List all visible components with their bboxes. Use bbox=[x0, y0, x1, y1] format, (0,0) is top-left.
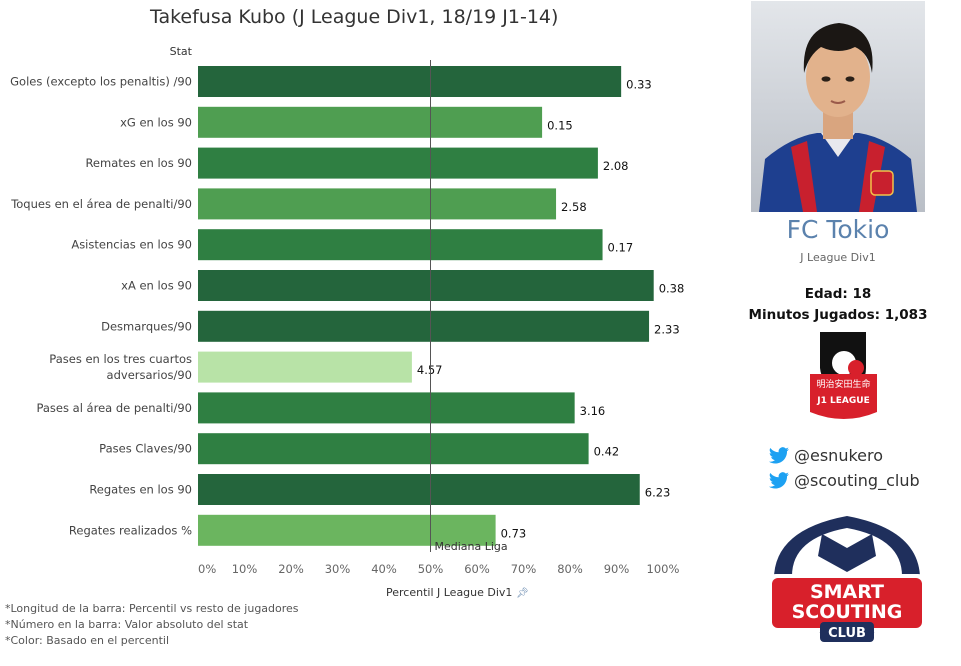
bar-7 bbox=[198, 351, 412, 383]
value-label-0: 0.33 bbox=[626, 78, 652, 92]
bar-0 bbox=[198, 66, 622, 97]
twitter-bird-icon bbox=[768, 471, 789, 489]
pin-icon[interactable]: 📌︎ bbox=[515, 588, 529, 599]
player-age: Edad: 18 bbox=[804, 286, 872, 302]
stat-column-header: Stat bbox=[169, 45, 192, 58]
value-label-1: 0.15 bbox=[547, 118, 573, 132]
twitter-handle-2[interactable]: @scouting_club bbox=[768, 471, 920, 490]
x-tick-1: 10% bbox=[232, 562, 258, 576]
bar-5 bbox=[198, 270, 654, 301]
bar-10 bbox=[198, 474, 640, 505]
footnote-bar-number: *Número en la barra: Valor absoluto del … bbox=[5, 618, 249, 631]
x-tick-0: 0% bbox=[198, 562, 216, 576]
category-label-8: Pases al área de penalti/90 bbox=[36, 401, 192, 415]
category-label-10: Regates en los 90 bbox=[89, 483, 192, 497]
bar-9 bbox=[198, 433, 589, 465]
value-label-4: 0.17 bbox=[608, 241, 634, 255]
jleague-logo: 明治安田生命 J1 LEAGUE bbox=[806, 330, 881, 425]
category-label-7-0: Pases en los tres cuartos bbox=[49, 352, 192, 366]
category-label-6: Desmarques/90 bbox=[101, 319, 192, 333]
x-axis-title-text: Percentil J League Div1 bbox=[386, 586, 513, 599]
twitter-handle-2-text: @scouting_club bbox=[794, 471, 920, 490]
value-label-8: 3.16 bbox=[580, 404, 606, 418]
jleague-logo-text: 明治安田生命 bbox=[816, 378, 870, 390]
x-tick-7: 70% bbox=[511, 562, 537, 576]
x-tick-3: 30% bbox=[325, 562, 351, 576]
value-label-5: 0.38 bbox=[659, 282, 685, 296]
value-label-10: 6.23 bbox=[645, 486, 671, 500]
footnotes: *Longitud de la barra: Percentil vs rest… bbox=[5, 601, 299, 649]
value-label-7: 4.57 bbox=[417, 363, 443, 377]
bar-8 bbox=[198, 392, 575, 424]
x-tick-4: 40% bbox=[371, 562, 397, 576]
category-label-7-1: adversarios/90 bbox=[107, 368, 192, 382]
category-label-9: Pases Claves/90 bbox=[99, 442, 192, 456]
x-tick-10: 100% bbox=[647, 562, 680, 576]
category-label-0: Goles (excepto los penaltis) /90 bbox=[10, 75, 192, 89]
category-label-5: xA en los 90 bbox=[121, 279, 192, 293]
bar-3 bbox=[198, 188, 557, 220]
bar-1 bbox=[198, 106, 543, 138]
chart-title: Takefusa Kubo (J League Div1, 18/19 J1-1… bbox=[150, 6, 559, 28]
category-label-11: Regates realizados % bbox=[69, 523, 192, 537]
value-label-2: 2.08 bbox=[603, 159, 629, 173]
value-label-9: 0.42 bbox=[594, 445, 620, 459]
category-label-1: xG en los 90 bbox=[120, 115, 192, 129]
brand-club: CLUB bbox=[828, 626, 866, 641]
twitter-handle-1[interactable]: @esnukero bbox=[768, 446, 883, 465]
x-tick-8: 80% bbox=[557, 562, 583, 576]
category-label-4: Asistencias en los 90 bbox=[71, 238, 192, 252]
twitter-handle-1-text: @esnukero bbox=[794, 446, 884, 465]
x-axis-title[interactable]: Percentil J League Div1 📌︎ bbox=[386, 586, 529, 599]
x-tick-2: 20% bbox=[278, 562, 304, 576]
twitter-bird-icon bbox=[768, 446, 789, 464]
value-label-11: 0.73 bbox=[501, 526, 527, 540]
bar-2 bbox=[198, 147, 598, 179]
brand-smart: SMART bbox=[810, 581, 884, 603]
smart-scouting-club-logo: SMART SCOUTING CLUB bbox=[762, 512, 932, 647]
x-tick-6: 60% bbox=[464, 562, 490, 576]
minutes-played: Minutos Jugados: 1,083 bbox=[748, 307, 928, 323]
bar-11 bbox=[198, 514, 496, 546]
bar-4 bbox=[198, 229, 603, 261]
bar-6 bbox=[198, 310, 650, 342]
jleague-logo-sub: J1 LEAGUE bbox=[816, 396, 869, 406]
brand-scouting: SCOUTING bbox=[792, 601, 903, 623]
value-label-6: 2.33 bbox=[654, 322, 680, 336]
club-name: FC Tokio bbox=[786, 215, 890, 244]
category-label-3: Toques en el área de penalti/90 bbox=[10, 197, 192, 211]
footnote-color: *Color: Basado en el percentil bbox=[5, 634, 169, 647]
league-name: J League Div1 bbox=[800, 251, 876, 264]
x-tick-5: 50% bbox=[418, 562, 444, 576]
median-label: Mediana Liga bbox=[435, 540, 508, 553]
x-tick-9: 90% bbox=[604, 562, 630, 576]
footnote-bar-length: *Longitud de la barra: Percentil vs rest… bbox=[5, 602, 299, 615]
value-label-3: 2.58 bbox=[561, 200, 587, 214]
category-label-2: Remates en los 90 bbox=[85, 156, 192, 170]
player-photo bbox=[751, 1, 925, 212]
